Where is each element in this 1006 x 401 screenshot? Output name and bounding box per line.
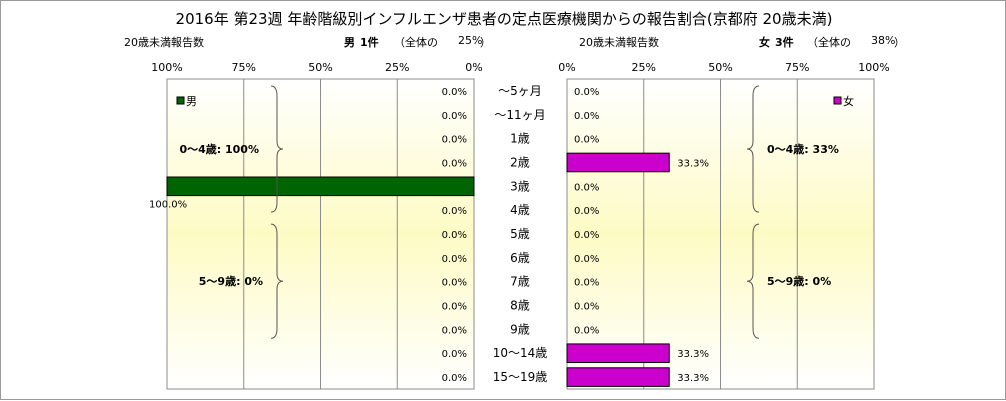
female-share-prefix: （全体の — [807, 36, 851, 49]
female-tick-label: 100% — [858, 61, 889, 74]
female-data-label: 0.0% — [574, 302, 599, 313]
male-data-label: 0.0% — [442, 158, 467, 169]
female-data-label: 0.0% — [574, 278, 599, 289]
category-label: 9歳 — [510, 322, 530, 336]
female-sex-label: 女 — [759, 36, 770, 49]
male-data-label: 0.0% — [442, 325, 467, 336]
category-label: 2歳 — [510, 155, 530, 169]
male-legend-label: 男 — [186, 95, 197, 108]
male-data-label: 0.0% — [442, 135, 467, 146]
male-data-label: 0.0% — [442, 111, 467, 122]
male-group-lower-label: 5～9歳: 0% — [199, 274, 263, 288]
female-data-label: 33.3% — [677, 373, 709, 384]
female-count-label: 3件 — [775, 36, 794, 49]
male-group-upper-label: 0～4歳: 100% — [179, 142, 259, 156]
chart-title: 2016年 第23週 年齢階級別インフルエンザ患者の定点医療機関からの報告割合(… — [175, 10, 833, 28]
female-share-suffix: ） — [894, 36, 905, 49]
male-sex-label: 男 — [344, 36, 355, 49]
male-data-label: 0.0% — [442, 87, 467, 98]
male-data-label: 0.0% — [442, 206, 467, 217]
female-data-label: 0.0% — [574, 111, 599, 122]
category-label: ～5ヶ月 — [498, 84, 542, 98]
female-data-label: 33.3% — [677, 158, 709, 169]
female-data-label: 0.0% — [574, 135, 599, 146]
male-data-label: 0.0% — [442, 230, 467, 241]
female-brace-upper — [746, 85, 760, 213]
category-label: 6歳 — [510, 251, 530, 265]
female-data-label: 33.3% — [677, 349, 709, 360]
category-label: 5歳 — [510, 227, 530, 241]
female-legend-swatch — [833, 96, 842, 105]
category-label: 7歳 — [510, 275, 530, 289]
female-bar — [566, 367, 670, 387]
female-data-label: 0.0% — [574, 325, 599, 336]
male-legend-swatch — [176, 96, 185, 105]
male-brace-lower — [270, 223, 284, 339]
male-tick-label: 25% — [385, 61, 409, 74]
female-group-upper-label: 0～4歳: 33% — [767, 142, 839, 156]
male-data-label: 100.0% — [149, 200, 187, 211]
female-data-label: 0.0% — [574, 206, 599, 217]
category-label: 8歳 — [510, 299, 530, 313]
male-tick-label: 50% — [308, 61, 332, 74]
male-tick-label: 100% — [151, 61, 182, 74]
male-data-label: 0.0% — [442, 302, 467, 313]
female-tick-label: 25% — [632, 61, 656, 74]
male-share-suffix: ） — [480, 36, 491, 49]
female-bar — [566, 152, 670, 173]
category-label: 15～19歳 — [493, 370, 548, 384]
male-data-label: 0.0% — [442, 349, 467, 360]
female-header-left: 20歳未満報告数 — [579, 36, 659, 49]
female-group-lower-label: 5～9歳: 0% — [767, 274, 831, 288]
male-header-left: 20歳未満報告数 — [124, 36, 204, 49]
male-share-value: 25% — [458, 34, 483, 47]
male-tick-label: 75% — [232, 61, 256, 74]
category-label: 10～14歳 — [493, 346, 548, 360]
female-data-label: 0.0% — [574, 182, 599, 193]
male-bar — [166, 176, 475, 197]
category-label: ～11ヶ月 — [494, 108, 545, 122]
male-data-label: 0.0% — [442, 254, 467, 265]
male-tick-label: 0% — [465, 61, 482, 74]
female-share-value: 38% — [871, 34, 896, 47]
male-brace-upper — [270, 85, 284, 213]
female-bar — [566, 343, 670, 364]
category-label: 1歳 — [510, 132, 530, 146]
female-data-label: 0.0% — [574, 87, 599, 98]
female-tick-label: 0% — [558, 61, 575, 74]
female-tick-label: 50% — [708, 61, 732, 74]
male-data-label: 0.0% — [442, 278, 467, 289]
female-tick-label: 75% — [785, 61, 809, 74]
female-data-label: 0.0% — [574, 254, 599, 265]
category-label: 3歳 — [510, 179, 530, 193]
category-label: 4歳 — [510, 203, 530, 217]
male-count-label: 1件 — [360, 36, 379, 49]
male-data-label: 0.0% — [442, 373, 467, 384]
female-legend-label: 女 — [843, 94, 854, 108]
male-share-prefix: （全体の — [394, 36, 438, 49]
female-brace-lower — [746, 223, 760, 339]
female-data-label: 0.0% — [574, 230, 599, 241]
